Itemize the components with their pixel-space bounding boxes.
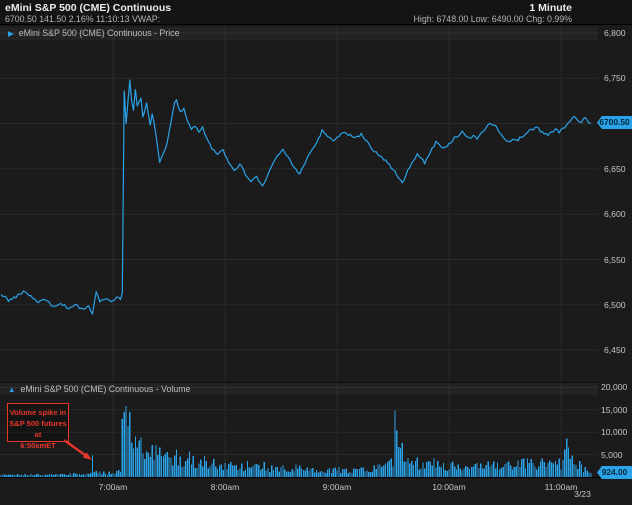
time-axis-tick: 7:00am [98, 482, 128, 492]
timeframe-label[interactable]: 1 Minute [529, 2, 572, 14]
annotation-box[interactable]: Volume spike in S&P 500 futures at 6:50a… [7, 403, 69, 450]
price-pane-legend[interactable]: ▶ eMini S&P 500 (CME) Continuous - Price [0, 27, 598, 40]
time-axis-tick: 10:00am [432, 482, 466, 492]
last-volume-badge: 924.00 [597, 466, 632, 479]
time-axis[interactable]: 7:00am 8:00am 9:00am 10:00am 11:00am [0, 477, 632, 505]
volume-pane-legend[interactable]: ▲ eMini S&P 500 (CME) Continuous - Volume [0, 382, 598, 395]
annotation-line-3: 6:50amET [20, 441, 56, 450]
price-axis-tick: 6,550 [604, 254, 626, 265]
volume-axis-tick: 15,000 [601, 404, 628, 415]
price-axis-tick: 6,450 [604, 345, 626, 356]
play-triangle-icon: ▶ [8, 29, 14, 38]
quote-stats: 6700.50 141.50 2.16% 11:10:13 VWAP: [5, 14, 161, 24]
volume-axis-tick: 5,000 [601, 449, 623, 460]
price-axis-tick: 6,600 [604, 209, 626, 220]
price-axis-tick: 6,750 [604, 73, 626, 84]
symbol-title: eMini S&P 500 (CME) Continuous [5, 2, 172, 14]
time-axis-tick: 8:00am [210, 482, 240, 492]
time-axis-tick: 11:00am [544, 482, 578, 492]
up-triangle-icon: ▲ [8, 385, 16, 394]
price-axis-tick: 6,800 [604, 28, 626, 38]
price-axis-tick: 6,650 [604, 163, 626, 174]
volume-legend-label: eMini S&P 500 (CME) Continuous - Volume [20, 384, 191, 394]
volume-axis-tick: 20,000 [601, 382, 628, 393]
annotation-line-2: S&P 500 futures at [9, 419, 67, 439]
chart-header: eMini S&P 500 (CME) Continuous 6700.50 1… [0, 0, 632, 25]
annotation-line-1: Volume spike in [9, 408, 67, 417]
date-label: 3/23 [574, 489, 591, 499]
volume-axis-tick: 10,000 [601, 427, 628, 438]
price-axis-tick: 6,500 [604, 299, 626, 310]
time-axis-tick: 9:00am [322, 482, 352, 492]
session-stats: High: 6748.00 Low: 6490.00 Chg: 0.99% [413, 14, 572, 24]
volume-axis[interactable]: 20,000 15,000 10,000 5,000 [598, 25, 632, 477]
price-axis[interactable]: 6,800 6,750 6,650 6,600 6,550 6,500 6,450 [598, 25, 632, 477]
price-legend-label: eMini S&P 500 (CME) Continuous - Price [18, 28, 180, 38]
last-price-badge: 6700.50 [597, 116, 632, 129]
